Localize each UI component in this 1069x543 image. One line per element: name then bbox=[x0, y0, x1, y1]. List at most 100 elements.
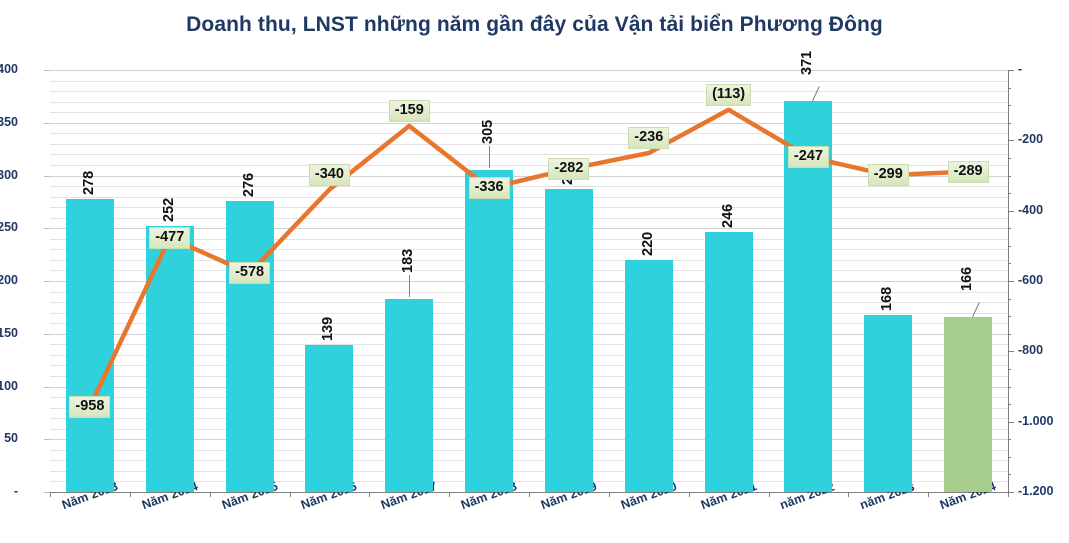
line-value-label: -247 bbox=[787, 145, 829, 169]
bar[interactable] bbox=[145, 226, 194, 492]
right-axis-minor-tick bbox=[1008, 210, 1011, 212]
right-axis-tick bbox=[1008, 492, 1014, 493]
category-tick bbox=[209, 492, 211, 497]
right-axis-tick-label: -200 bbox=[1018, 132, 1044, 147]
chart-title: Doanh thu, LNST những năm gần đây của Vậ… bbox=[186, 13, 883, 36]
line-value-label: -958 bbox=[69, 395, 111, 419]
right-axis-tick-label: -1.000 bbox=[1018, 413, 1054, 428]
right-axis-minor-tick bbox=[1008, 140, 1011, 142]
line-value-label: -477 bbox=[149, 226, 191, 249]
right-axis-minor-tick bbox=[1008, 281, 1011, 282]
gridline bbox=[50, 439, 1008, 441]
label-leader-line bbox=[489, 146, 491, 169]
gridline bbox=[50, 80, 1008, 82]
gridline bbox=[50, 428, 1008, 430]
right-axis-minor-tick bbox=[1008, 245, 1011, 247]
gridline bbox=[50, 460, 1008, 462]
right-axis-minor-tick bbox=[1008, 105, 1011, 107]
category-tick bbox=[608, 492, 610, 497]
line-value-label: -236 bbox=[628, 126, 670, 150]
left-axis-tick-label: 200 bbox=[0, 273, 18, 287]
gridline bbox=[50, 196, 1008, 198]
gridline bbox=[50, 175, 1008, 177]
category-tick bbox=[1008, 492, 1009, 497]
category-tick bbox=[50, 492, 51, 497]
bar-value-label: 166 bbox=[959, 266, 976, 291]
right-axis-tick-label: - bbox=[1018, 62, 1023, 76]
bar[interactable] bbox=[385, 298, 434, 492]
gridline bbox=[50, 470, 1008, 472]
right-axis-tick bbox=[1008, 421, 1014, 423]
line-value-label: -289 bbox=[947, 160, 989, 183]
line-value-label: -282 bbox=[548, 158, 590, 181]
right-axis-minor-tick bbox=[1008, 386, 1011, 388]
right-axis-tick-label: -600 bbox=[1018, 273, 1044, 287]
right-axis-tick bbox=[1008, 140, 1014, 142]
right-axis-minor-tick bbox=[1008, 263, 1011, 265]
left-axis-tick-label: 150 bbox=[0, 325, 18, 340]
line-value-label: -299 bbox=[867, 164, 909, 187]
category-tick bbox=[289, 492, 291, 497]
bar[interactable] bbox=[944, 316, 993, 492]
bar-value-label: 220 bbox=[639, 231, 656, 256]
right-axis-minor-tick bbox=[1008, 316, 1011, 318]
gridline bbox=[50, 122, 1008, 124]
gridline bbox=[50, 91, 1008, 93]
category-tick bbox=[928, 492, 930, 497]
right-axis-minor-tick bbox=[1008, 298, 1011, 300]
bar[interactable] bbox=[225, 200, 274, 492]
gridline bbox=[50, 101, 1008, 103]
gridline bbox=[50, 449, 1008, 451]
bar-value-label: 276 bbox=[240, 172, 257, 197]
category-tick bbox=[129, 492, 131, 497]
bar[interactable] bbox=[704, 232, 753, 492]
right-axis-minor-tick bbox=[1008, 122, 1011, 124]
right-axis-tick bbox=[1008, 281, 1014, 282]
right-axis-tick-label: -1.200 bbox=[1018, 484, 1054, 498]
bar-value-label: 305 bbox=[480, 120, 497, 145]
gridline bbox=[50, 217, 1008, 219]
bar-value-label: 278 bbox=[80, 170, 97, 195]
right-axis-minor-tick bbox=[1008, 421, 1011, 423]
right-axis-minor-tick bbox=[1008, 70, 1011, 71]
left-axis-tick bbox=[44, 70, 50, 71]
line-value-label: -159 bbox=[388, 99, 430, 123]
left-axis-tick-label: - bbox=[13, 484, 18, 498]
bar-value-label: 139 bbox=[320, 317, 337, 342]
right-axis-minor-tick bbox=[1008, 368, 1011, 370]
bar-value-label: 183 bbox=[400, 248, 417, 273]
gridline bbox=[50, 418, 1008, 420]
right-axis-minor-tick bbox=[1008, 456, 1011, 458]
bar[interactable] bbox=[65, 198, 114, 492]
right-axis-tick bbox=[1008, 210, 1014, 212]
right-axis-minor-tick bbox=[1008, 157, 1011, 159]
right-axis-minor-tick bbox=[1008, 193, 1011, 195]
gridline bbox=[50, 133, 1008, 135]
label-leader-line bbox=[409, 274, 411, 297]
left-axis-tick bbox=[44, 492, 50, 493]
bar[interactable] bbox=[544, 189, 593, 492]
left-axis-tick bbox=[44, 228, 50, 230]
gridline bbox=[50, 481, 1008, 483]
right-axis-minor-tick bbox=[1008, 228, 1011, 230]
bar-value-label: 371 bbox=[799, 50, 816, 75]
right-axis-minor-tick bbox=[1008, 492, 1011, 493]
bar[interactable] bbox=[465, 170, 514, 492]
right-axis-minor-tick bbox=[1008, 175, 1011, 177]
right-axis-minor-tick bbox=[1008, 87, 1011, 89]
right-axis-tick bbox=[1008, 351, 1014, 353]
left-axis-tick-label: 100 bbox=[0, 378, 18, 393]
bar-value-label: 246 bbox=[719, 204, 736, 229]
right-axis-minor-tick bbox=[1008, 351, 1011, 353]
left-axis-tick-label: 400 bbox=[0, 62, 18, 76]
category-tick bbox=[369, 492, 371, 497]
line-value-label: -578 bbox=[229, 262, 271, 285]
bar[interactable] bbox=[624, 259, 673, 492]
left-axis-tick-label: 350 bbox=[0, 114, 18, 129]
left-axis-tick-label: 50 bbox=[4, 431, 18, 446]
right-axis-minor-tick bbox=[1008, 404, 1011, 406]
bar[interactable] bbox=[305, 345, 354, 492]
gridline bbox=[50, 112, 1008, 114]
bar[interactable] bbox=[864, 314, 913, 492]
